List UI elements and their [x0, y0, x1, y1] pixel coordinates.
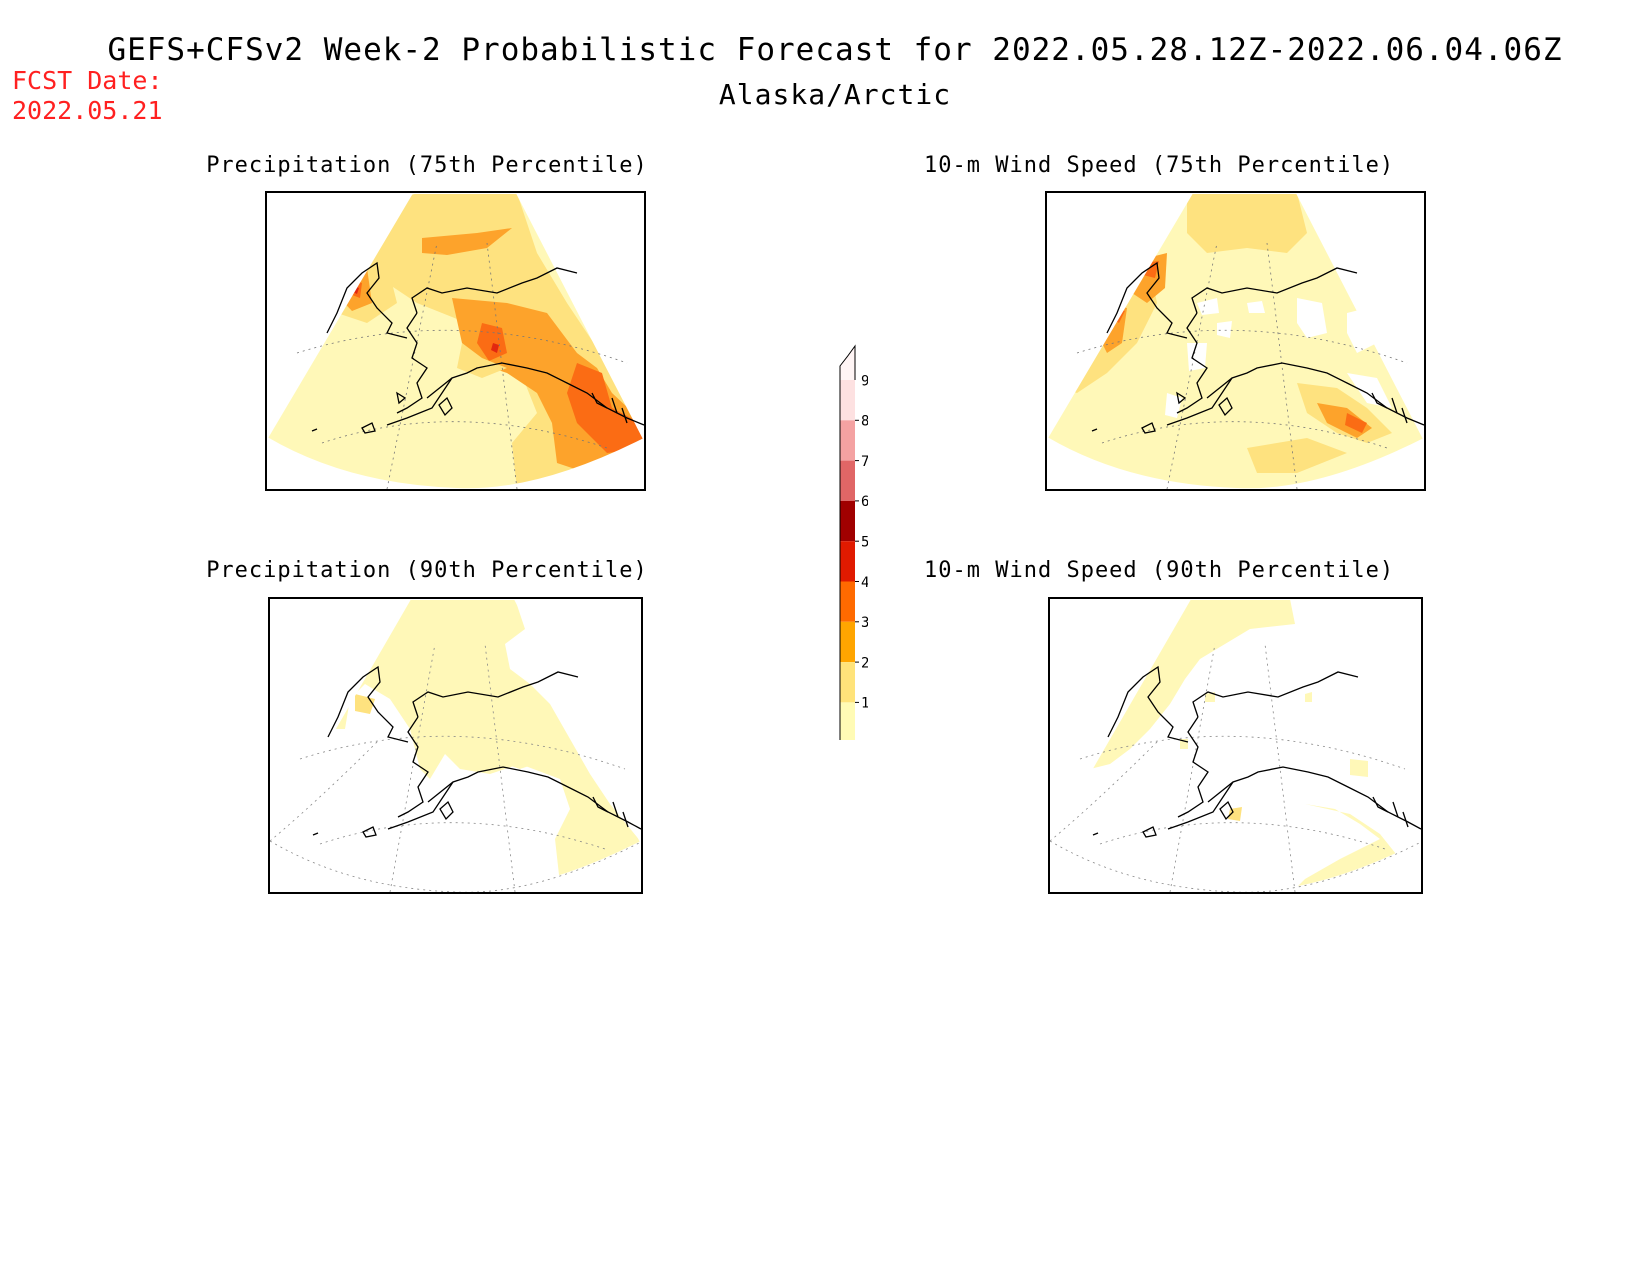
- shade-10-dots: [1180, 692, 1312, 749]
- colorbar-label: 30: [861, 615, 868, 631]
- coastline: [1092, 665, 1421, 838]
- shade-10-west: [1090, 599, 1295, 769]
- panel-title-precip90: Precipitation (90th Percentile): [206, 558, 648, 583]
- colorbar-swatch: [840, 460, 855, 501]
- graticule: [1076, 242, 1408, 489]
- projection-edge: [1047, 193, 1424, 489]
- shade-40-panhandle: [1345, 413, 1367, 433]
- shade-none-gaps: [1165, 298, 1392, 418]
- page-title: GEFS+CFSv2 Week-2 Probabilistic Forecast…: [107, 32, 1563, 68]
- shade-10-southeast: [1290, 804, 1400, 892]
- shade-50-interior: [491, 343, 499, 353]
- shade-30-north: [422, 228, 512, 255]
- shade-20-gulf: [1247, 438, 1347, 473]
- map-precip75-svg: [267, 193, 644, 489]
- colorbar-swatch: [840, 662, 855, 703]
- graticule: [296, 242, 628, 489]
- forecast-date-block: FCST Date: 2022.05.21: [12, 66, 163, 126]
- map-precip75: [265, 191, 646, 491]
- map-precip90: [268, 597, 643, 894]
- colorbar-swatch: [840, 500, 855, 542]
- shade-20-patch: [1228, 807, 1242, 821]
- shade-20-north: [1187, 193, 1307, 253]
- colorbar-label: 70: [861, 454, 868, 470]
- colorbar-top-cap: [839, 344, 856, 380]
- forecast-date-value: 2022.05.21: [12, 96, 163, 125]
- colorbar-label: 60: [861, 494, 868, 510]
- shade-40-interior: [477, 323, 507, 361]
- map-wind90: [1048, 597, 1423, 894]
- panel-title-wind75: 10-m Wind Speed (75th Percentile): [924, 153, 1395, 178]
- colorbar-label: 10: [861, 696, 868, 712]
- forecast-date-label: FCST Date:: [12, 66, 163, 95]
- colorbar-label: 80: [861, 414, 868, 430]
- graticule: [1050, 643, 1421, 892]
- map-wind75-svg: [1047, 193, 1424, 489]
- colorbar-swatch: [840, 621, 855, 663]
- coastline: [1091, 261, 1424, 434]
- coastline: [312, 665, 641, 838]
- region-subtitle: Alaska/Arctic: [718, 78, 952, 111]
- shade-20-inner: [457, 343, 507, 378]
- shade-40-panhandle: [567, 363, 644, 453]
- colorbar-swatch: [840, 541, 855, 582]
- colorbar-swatch: [840, 380, 855, 421]
- colorbar-label: 90: [861, 373, 868, 389]
- panel-title-wind90: 10-m Wind Speed (90th Percentile): [924, 558, 1395, 583]
- panel-title-precip75: Precipitation (75th Percentile): [206, 153, 648, 178]
- colorbar-label: 50: [861, 535, 868, 551]
- map-wind90-svg: [1050, 599, 1421, 892]
- colorbar-swatch: [840, 420, 855, 461]
- colorbar: 90 80 70 60 50 40 30 20 10: [839, 344, 868, 740]
- shade-10-interior: [440, 694, 560, 769]
- graticule: [270, 643, 641, 892]
- colorbar-swatch: [840, 702, 855, 740]
- coastline: [311, 261, 644, 434]
- projection-edge: [267, 193, 644, 489]
- colorbar-label: 20: [861, 655, 868, 671]
- map-precip90-svg: [270, 599, 641, 892]
- colorbar-label: 40: [861, 575, 868, 591]
- map-wind75: [1045, 191, 1426, 491]
- shade-10-patch: [1350, 759, 1368, 777]
- colorbar-swatch: [840, 581, 855, 622]
